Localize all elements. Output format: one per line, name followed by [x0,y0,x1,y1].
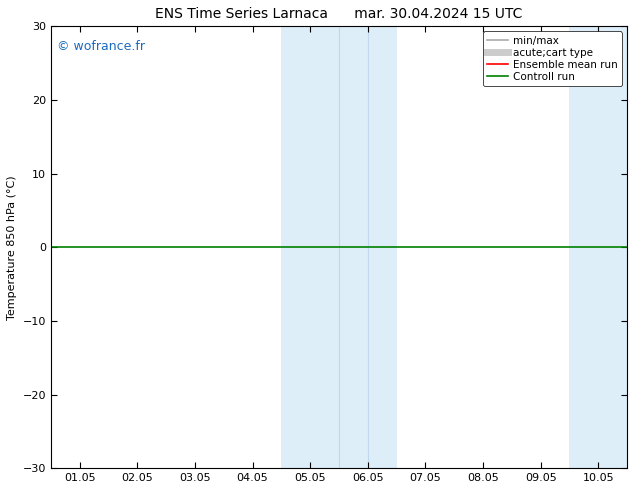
Title: ENS Time Series Larnaca      mar. 30.04.2024 15 UTC: ENS Time Series Larnaca mar. 30.04.2024 … [155,7,522,21]
Bar [569,26,634,468]
Text: © wofrance.fr: © wofrance.fr [56,40,145,52]
Legend: min/max, acute;cart type, Ensemble mean run, Controll run: min/max, acute;cart type, Ensemble mean … [482,31,622,86]
Bar [281,26,397,468]
Y-axis label: Temperature 850 hPa (°C): Temperature 850 hPa (°C) [7,175,17,319]
